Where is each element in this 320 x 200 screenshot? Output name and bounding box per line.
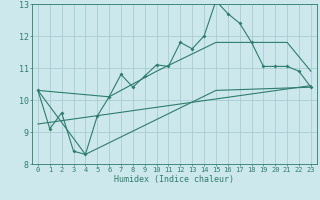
- X-axis label: Humidex (Indice chaleur): Humidex (Indice chaleur): [115, 175, 234, 184]
